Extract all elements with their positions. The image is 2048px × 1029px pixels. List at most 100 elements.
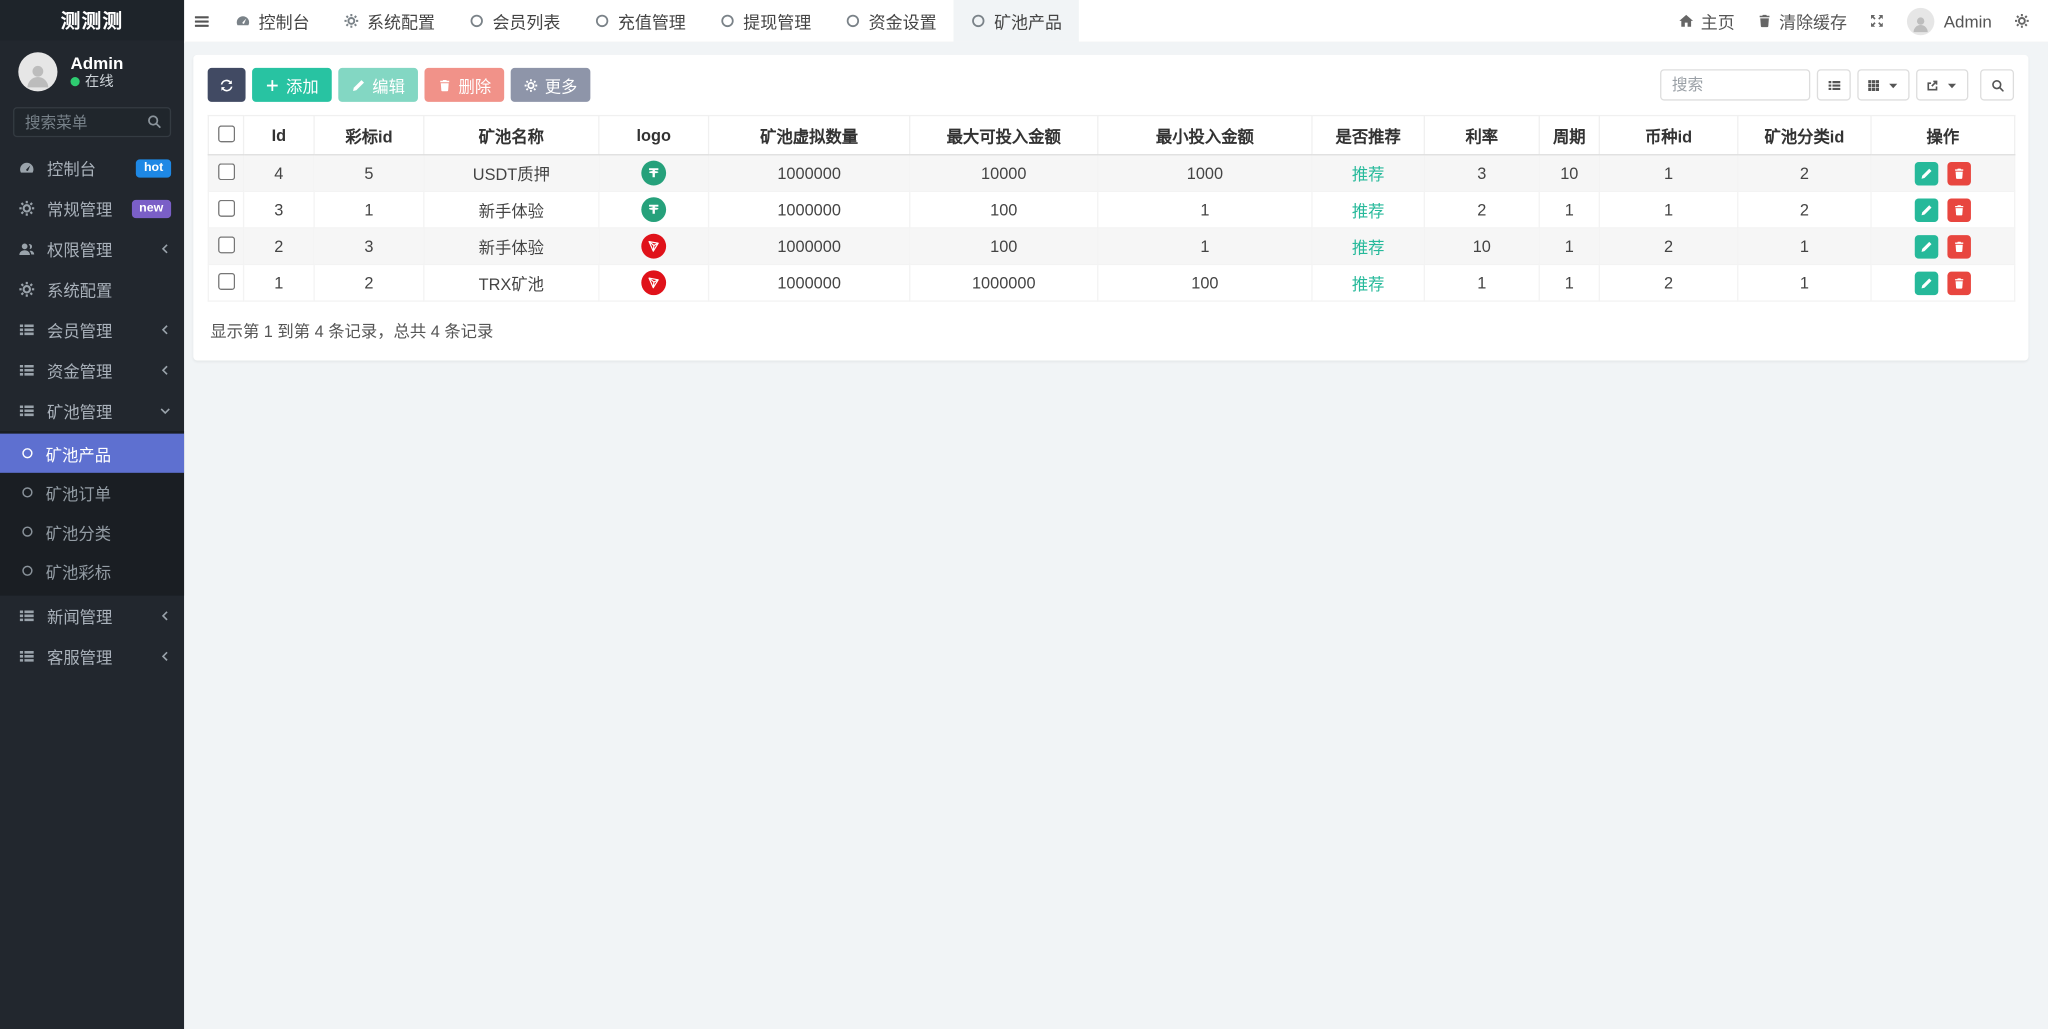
cell-id: 4	[242, 154, 315, 192]
table-search-input[interactable]	[1660, 69, 1811, 101]
pagination-summary: 显示第 1 到第 4 条记录，总共 4 条记录	[210, 322, 494, 341]
cell-rate: 3	[1423, 154, 1540, 192]
row-edit-button[interactable]	[1914, 161, 1938, 185]
row-edit-button[interactable]	[1914, 234, 1938, 258]
recommend-toggle[interactable]: 推荐	[1351, 275, 1385, 294]
more-button[interactable]: 更多	[510, 67, 591, 102]
sidebar-item-members[interactable]: 会员管理	[0, 310, 184, 350]
list-icon	[18, 648, 35, 665]
table-toolbar: 添加 编辑 删除 更多	[207, 67, 2015, 102]
sidebar-item-sysconfig[interactable]: 系统配置	[0, 269, 184, 309]
recommend-toggle[interactable]: 推荐	[1351, 239, 1385, 258]
tab-member-list[interactable]: 会员列表	[452, 0, 577, 42]
col-id: Id	[242, 114, 315, 156]
col-rate: 利率	[1423, 114, 1540, 156]
cell-cycle: 1	[1538, 263, 1600, 302]
add-button[interactable]: 添加	[252, 67, 332, 102]
tab-dashboard[interactable]: 控制台	[218, 0, 326, 42]
clear-cache-link[interactable]: 清除缓存	[1757, 8, 1847, 33]
refresh-button[interactable]	[207, 67, 246, 102]
tab-fund-settings[interactable]: 资金设置	[828, 0, 953, 42]
table-row: 4 5 USDT质押 1000000 10000 1000 推荐 3 10 1 …	[207, 154, 2016, 192]
row-checkbox[interactable]	[217, 272, 235, 290]
sidebar-item-pool-categories[interactable]: 矿池分类	[0, 512, 184, 551]
tab-pool-products[interactable]: 矿池产品	[953, 0, 1079, 42]
sidebar-item-pool[interactable]: 矿池管理	[0, 391, 184, 431]
pool-products-table: Id 彩标id 矿池名称 logo 矿池虚拟数量 最大可投入金额 最小投入金额 …	[207, 114, 2016, 302]
search-commit-button[interactable]	[1980, 69, 2015, 101]
chevron-left-icon	[159, 243, 171, 255]
search-icon	[1990, 78, 2004, 92]
topbar-right: 主页 清除缓存 Admin	[1679, 0, 2048, 42]
sidebar-item-service[interactable]: 客服管理	[0, 636, 184, 676]
export-icon	[1925, 78, 1939, 92]
sidebar-item-news[interactable]: 新闻管理	[0, 596, 184, 636]
recommend-toggle[interactable]: 推荐	[1351, 202, 1385, 221]
col-logo: logo	[598, 114, 710, 156]
sidebar-item-pool-products[interactable]: 矿池产品	[0, 433, 185, 473]
cell-label-id: 5	[313, 154, 425, 192]
select-all-checkbox[interactable]	[217, 124, 235, 142]
cell-id: 1	[242, 263, 315, 302]
recommend-toggle[interactable]: 推荐	[1351, 165, 1385, 185]
cogs-icon	[2014, 13, 2030, 29]
toggle-view-button[interactable]	[1816, 69, 1851, 101]
col-actions: 操作	[1870, 114, 2016, 156]
circle-icon	[469, 13, 485, 29]
col-min-invest: 最小投入金额	[1097, 114, 1313, 156]
caret-down-icon	[1945, 78, 1959, 92]
pencil-icon	[1920, 167, 1933, 180]
export-dropdown-button[interactable]	[1916, 69, 1969, 101]
sidebar-user-panel: Admin 在线	[0, 40, 184, 101]
admin-username: Admin	[1943, 11, 1992, 31]
list-view-icon	[1827, 78, 1841, 92]
row-checkbox[interactable]	[217, 162, 235, 180]
row-delete-button[interactable]	[1947, 271, 1972, 295]
pencil-icon	[1920, 203, 1933, 216]
sidebar-item-pool-labels[interactable]: 矿池彩标	[0, 551, 184, 590]
sidebar-toggle-button[interactable]	[184, 0, 218, 42]
user-status: 在线	[70, 72, 124, 90]
row-checkbox[interactable]	[217, 235, 235, 253]
home-link[interactable]: 主页	[1679, 8, 1735, 33]
cell-cycle: 1	[1538, 190, 1600, 229]
sidebar-item-auth[interactable]: 权限管理	[0, 229, 184, 269]
coin-logo	[641, 233, 667, 259]
cell-cycle: 1	[1538, 227, 1600, 266]
row-delete-button[interactable]	[1947, 234, 1972, 258]
cell-coin-id: 1	[1598, 154, 1739, 192]
tether-icon	[647, 166, 661, 180]
cell-category-id: 2	[1737, 190, 1872, 229]
sidebar-item-dashboard[interactable]: 控制台 hot	[0, 148, 184, 188]
cell-name: 新手体验	[423, 227, 600, 266]
tab-recharge[interactable]: 充值管理	[577, 0, 702, 42]
edit-button[interactable]: 编辑	[338, 67, 418, 102]
sidebar-item-funds[interactable]: 资金管理	[0, 350, 184, 390]
cell-max-invest: 100	[909, 227, 1099, 266]
sidebar-item-general[interactable]: 常规管理 new	[0, 188, 184, 228]
columns-dropdown-button[interactable]	[1857, 69, 1910, 101]
fullscreen-button[interactable]	[1869, 13, 1885, 29]
trash-icon	[1953, 167, 1966, 180]
sidebar-item-pool-orders[interactable]: 矿池订单	[0, 473, 184, 512]
row-delete-button[interactable]	[1947, 197, 1972, 222]
sidebar-search-input[interactable]	[13, 107, 172, 138]
chevron-left-icon	[159, 650, 171, 662]
row-edit-button[interactable]	[1914, 271, 1938, 295]
chevron-left-icon	[159, 364, 171, 376]
tab-sysconfig[interactable]: 系统配置	[327, 0, 452, 42]
row-delete-button[interactable]	[1947, 161, 1972, 185]
coin-logo	[641, 197, 667, 223]
delete-button[interactable]: 删除	[424, 67, 505, 102]
row-checkbox[interactable]	[217, 199, 235, 217]
cell-virtual-amount: 1000000	[707, 190, 911, 229]
trash-icon	[1953, 203, 1966, 216]
brand-logo[interactable]: 测测测	[0, 0, 185, 41]
admin-user-menu[interactable]: Admin	[1907, 7, 1992, 35]
select-all-header	[207, 114, 245, 156]
tab-withdraw[interactable]: 提现管理	[703, 0, 828, 42]
settings-button[interactable]	[2014, 13, 2030, 29]
row-edit-button[interactable]	[1914, 197, 1938, 222]
coin-logo	[641, 270, 667, 296]
cell-min-invest: 1	[1097, 227, 1313, 266]
